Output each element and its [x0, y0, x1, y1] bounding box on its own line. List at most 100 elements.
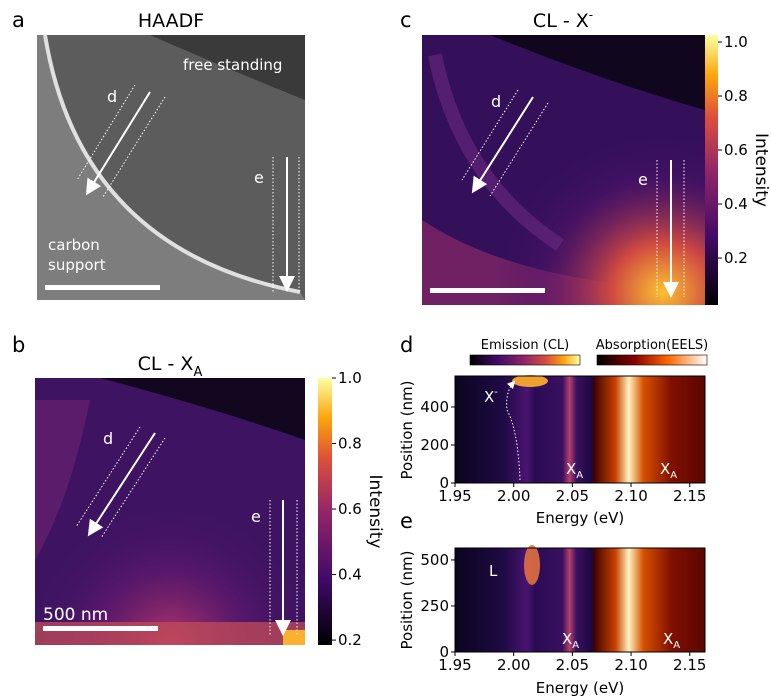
- line-label: e: [254, 168, 264, 187]
- colorbar-tick-label: 0.6: [338, 500, 362, 518]
- y-tick-label: 400: [420, 398, 449, 416]
- colorbar-tick-label: 0.8: [724, 87, 748, 105]
- y-tick-label: 500: [420, 551, 449, 569]
- hotspot: [512, 375, 548, 387]
- dotted: [75, 426, 141, 528]
- title-text: CL - X: [138, 353, 194, 375]
- colorbar-tick-label: 0.2: [338, 631, 362, 649]
- bright-region: [35, 622, 305, 645]
- colorbar-tick-label: 0.6: [724, 141, 748, 159]
- dotted: [100, 437, 166, 539]
- annotation-text: X: [660, 460, 670, 478]
- scale-label: 500 nm: [43, 605, 108, 625]
- eels-spectrum: [593, 548, 705, 652]
- dark-band: [150, 35, 305, 100]
- hotspot: [35, 378, 305, 645]
- y-tick-label: 0: [439, 474, 449, 492]
- line-label: d: [491, 92, 501, 111]
- arrow: [471, 96, 534, 194]
- annotation: XA: [660, 460, 677, 481]
- line-label: d: [103, 429, 113, 448]
- x-axis-label: Energy (eV): [536, 509, 624, 527]
- eels-spectrum: [593, 376, 705, 483]
- colorbar-tick-label: 0.2: [724, 249, 748, 267]
- x-tick-label: 2.15: [673, 656, 706, 674]
- annotation-text: X: [566, 460, 576, 478]
- arrow: [87, 432, 156, 537]
- x-tick-label: 1.95: [438, 656, 471, 674]
- annotation-text: X: [663, 630, 673, 648]
- line-label: e: [251, 507, 261, 526]
- panel-letter: a: [12, 8, 25, 32]
- colorbar: [596, 354, 708, 366]
- colorbar-tick-label: 0.4: [338, 566, 362, 584]
- x-tick-label: 2.00: [497, 487, 530, 505]
- colorbar-label: Absorption(EELS): [596, 338, 708, 353]
- annotation-text: X: [562, 630, 572, 648]
- colorbar-tick-label: 0.8: [338, 435, 362, 453]
- frame: [454, 375, 706, 484]
- annotation: XA: [663, 630, 680, 651]
- annotation-text: X: [484, 388, 494, 406]
- line-label: d: [107, 87, 117, 106]
- colorbar: [705, 35, 718, 305]
- region-label: free standing: [183, 56, 282, 74]
- y-axis-label: Position (nm): [398, 551, 416, 650]
- title-text: CL - X: [533, 10, 589, 32]
- panel-letter: b: [12, 333, 25, 357]
- x-tick-label: 2.10: [614, 656, 647, 674]
- panel-title: HAADF: [138, 10, 204, 32]
- title-sub: A: [193, 365, 202, 380]
- annotation-sub: A: [572, 640, 579, 651]
- dotted: [461, 89, 519, 181]
- frame: [454, 547, 706, 653]
- panel-title: CL - X-: [533, 8, 593, 32]
- annotation: XA: [566, 460, 583, 481]
- y-tick-label: 200: [420, 436, 449, 454]
- edge: [43, 34, 301, 294]
- dotted: [489, 102, 549, 197]
- annotation-sub: A: [673, 640, 680, 651]
- scale-bar: [45, 285, 160, 290]
- annotation-sub: A: [576, 470, 583, 481]
- dotted: [102, 96, 166, 198]
- colorbar-tick-label: 1.0: [338, 369, 362, 387]
- hotspot: [422, 35, 705, 305]
- dotted: [76, 84, 136, 181]
- x-tick-label: 2.05: [556, 487, 589, 505]
- y-axis-label: Position (nm): [398, 381, 416, 480]
- scale-bar: [43, 626, 158, 631]
- panel-title: CL - XA: [138, 353, 203, 380]
- annotation: XA: [562, 630, 579, 651]
- annotation-sub: A: [670, 470, 677, 481]
- cl-spectrum: [455, 376, 593, 483]
- colorbar-label: Emission (CL): [481, 338, 569, 353]
- hotspot: [283, 630, 305, 645]
- y-tick-label: 0: [439, 643, 449, 661]
- x-tick-label: 1.95: [438, 487, 471, 505]
- arrow: [85, 91, 151, 196]
- colorbar-label: Intensity: [751, 133, 771, 207]
- hotspot: [524, 545, 540, 585]
- y-tick-label: 250: [420, 597, 449, 615]
- cl-spectrum: [455, 548, 593, 652]
- region-label: support: [48, 256, 106, 274]
- line-label: e: [638, 170, 648, 189]
- scale-bar: [430, 288, 545, 293]
- dotted-guide: [506, 380, 521, 481]
- carbon-region: [37, 35, 305, 300]
- x-tick-label: 2.15: [673, 487, 706, 505]
- panel-letter: e: [400, 509, 413, 533]
- colorbar-tick-label: 0.4: [724, 195, 748, 213]
- panel-letter: d: [400, 333, 413, 357]
- x-tick-label: 2.10: [614, 487, 647, 505]
- colorbar-tick-label: 1.0: [724, 33, 748, 51]
- edge: [428, 53, 564, 251]
- colorbar: [469, 354, 581, 366]
- x-axis-label: Energy (eV): [536, 679, 624, 697]
- annotation-sup: -: [494, 387, 498, 398]
- annotation: L: [489, 562, 498, 580]
- x-tick-label: 2.00: [497, 656, 530, 674]
- title-sup: -: [589, 8, 593, 22]
